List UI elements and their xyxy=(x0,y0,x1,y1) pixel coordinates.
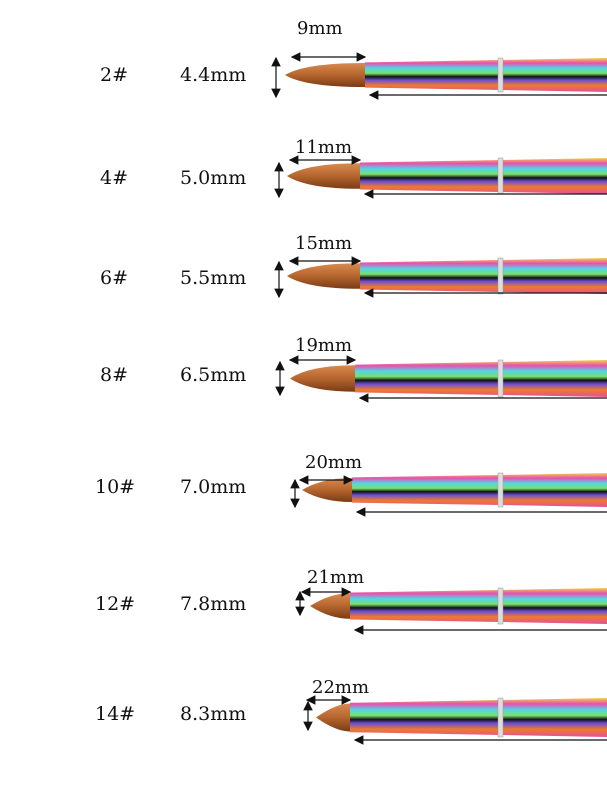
brush-handle xyxy=(355,360,607,397)
size-label: 12# xyxy=(95,593,136,615)
tip-length-label: 9mm xyxy=(297,18,343,39)
brush-handle xyxy=(360,158,607,194)
diameter-label: 5.0mm xyxy=(180,167,247,189)
handle-ring xyxy=(497,57,504,93)
tip-length-label: 11mm xyxy=(295,137,353,158)
diameter-label: 6.5mm xyxy=(180,364,247,386)
brush-bristles xyxy=(285,63,365,87)
tip-length-label: 15mm xyxy=(295,233,353,254)
brush-handle xyxy=(350,588,607,624)
handle-ring xyxy=(497,472,504,508)
brush-handle xyxy=(365,58,607,92)
brush-bristles xyxy=(290,365,355,392)
diameter-label: 8.3mm xyxy=(180,703,247,725)
diameter-label: 4.4mm xyxy=(180,64,247,86)
brush-handle xyxy=(360,258,607,294)
diameter-label: 5.5mm xyxy=(180,267,247,289)
diameter-label: 7.8mm xyxy=(180,593,247,615)
size-label: 6# xyxy=(100,267,129,289)
size-label: 8# xyxy=(100,364,129,386)
size-label: 2# xyxy=(100,64,129,86)
brush-bristles xyxy=(287,163,360,189)
handle-ring xyxy=(497,257,504,295)
handle-ring xyxy=(497,359,504,398)
brush-handle xyxy=(352,473,607,507)
handle-ring xyxy=(497,587,504,625)
size-label: 4# xyxy=(100,167,129,189)
brush-bristles xyxy=(310,593,350,619)
diameter-label: 7.0mm xyxy=(180,476,247,498)
handle-ring xyxy=(497,157,504,195)
handle-ring xyxy=(497,697,504,738)
size-label: 14# xyxy=(95,703,136,725)
brush-bristles xyxy=(287,263,360,289)
tip-length-label: 22mm xyxy=(312,677,370,698)
tip-length-label: 21mm xyxy=(307,567,365,588)
brush-bristles xyxy=(302,478,352,502)
brush-handle xyxy=(350,698,607,737)
brush-bristles xyxy=(316,703,350,732)
size-label: 10# xyxy=(95,476,136,498)
tip-length-label: 19mm xyxy=(295,335,353,356)
tip-length-label: 20mm xyxy=(305,452,363,473)
